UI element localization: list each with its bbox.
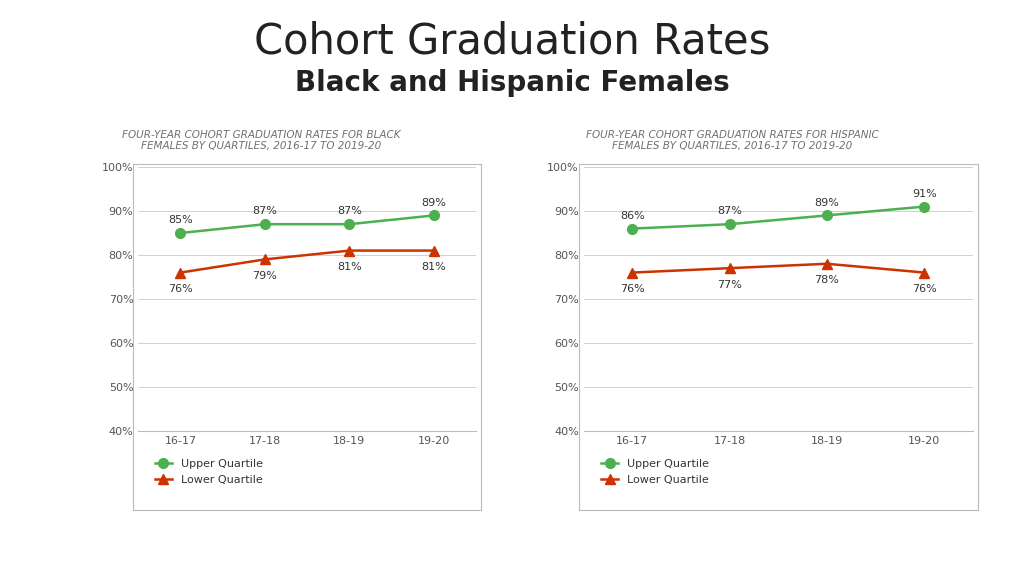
Text: 86%: 86%	[620, 211, 645, 221]
Text: 87%: 87%	[337, 206, 361, 217]
Text: 76%: 76%	[620, 284, 645, 294]
Text: 76%: 76%	[911, 284, 937, 294]
Text: FOUR-YEAR COHORT GRADUATION RATES FOR BLACK
FEMALES BY QUARTILES, 2016-17 TO 201: FOUR-YEAR COHORT GRADUATION RATES FOR BL…	[122, 130, 400, 151]
Text: 81%: 81%	[337, 262, 361, 272]
Text: FOUR-YEAR COHORT GRADUATION RATES FOR HISPANIC
FEMALES BY QUARTILES, 2016-17 TO : FOUR-YEAR COHORT GRADUATION RATES FOR HI…	[586, 130, 879, 151]
Text: 76%: 76%	[168, 284, 193, 294]
Text: 89%: 89%	[814, 198, 840, 208]
Text: 79%: 79%	[253, 271, 278, 281]
Text: 89%: 89%	[422, 198, 446, 208]
Text: 77%: 77%	[717, 279, 742, 290]
Text: 81%: 81%	[422, 262, 446, 272]
Text: 87%: 87%	[253, 206, 278, 217]
Text: 87%: 87%	[717, 206, 742, 217]
Text: 85%: 85%	[168, 215, 193, 225]
Text: 91%: 91%	[911, 189, 937, 199]
Text: Cohort Graduation Rates: Cohort Graduation Rates	[254, 20, 770, 62]
Text: Black and Hispanic Females: Black and Hispanic Females	[295, 69, 729, 97]
Legend: Upper Quartile, Lower Quartile: Upper Quartile, Lower Quartile	[597, 454, 714, 490]
Legend: Upper Quartile, Lower Quartile: Upper Quartile, Lower Quartile	[151, 454, 267, 490]
Text: 78%: 78%	[814, 275, 840, 285]
